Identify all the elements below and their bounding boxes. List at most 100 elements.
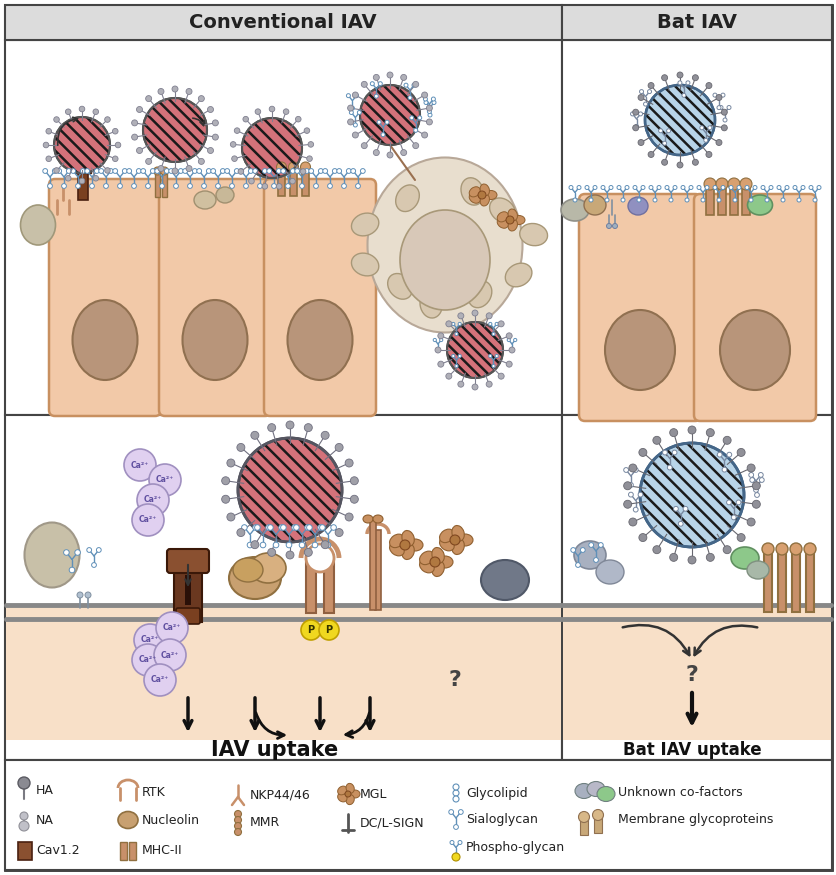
Text: IAV uptake: IAV uptake — [212, 740, 339, 760]
Circle shape — [196, 169, 201, 173]
Circle shape — [628, 518, 636, 526]
Circle shape — [276, 162, 286, 172]
Circle shape — [43, 169, 48, 173]
Circle shape — [20, 812, 28, 820]
Bar — [763, 550, 771, 612]
Circle shape — [230, 142, 236, 147]
Circle shape — [178, 169, 183, 173]
Circle shape — [131, 184, 136, 188]
Circle shape — [435, 347, 441, 353]
Circle shape — [232, 156, 237, 162]
Text: MMR: MMR — [250, 816, 280, 829]
Ellipse shape — [367, 158, 522, 332]
Circle shape — [248, 169, 253, 173]
Ellipse shape — [345, 794, 354, 805]
Circle shape — [263, 169, 267, 173]
Circle shape — [321, 541, 329, 549]
Circle shape — [150, 169, 155, 173]
Circle shape — [65, 109, 71, 115]
Circle shape — [99, 169, 104, 173]
Ellipse shape — [519, 223, 547, 246]
Circle shape — [628, 483, 633, 487]
Circle shape — [652, 437, 660, 444]
Circle shape — [234, 822, 242, 830]
Circle shape — [93, 176, 99, 181]
Circle shape — [269, 106, 274, 112]
Circle shape — [588, 542, 593, 548]
Circle shape — [234, 816, 242, 823]
Circle shape — [727, 178, 739, 190]
Text: Ca²⁺: Ca²⁺ — [161, 650, 179, 660]
Bar — [375, 530, 380, 610]
Circle shape — [46, 156, 52, 162]
Bar — [370, 520, 375, 610]
Circle shape — [155, 169, 160, 173]
Circle shape — [227, 459, 235, 467]
Circle shape — [182, 169, 187, 173]
Circle shape — [248, 178, 254, 184]
Circle shape — [18, 777, 30, 789]
Circle shape — [737, 186, 740, 190]
Circle shape — [252, 169, 257, 173]
Circle shape — [691, 159, 697, 165]
Circle shape — [412, 81, 418, 88]
Circle shape — [71, 169, 75, 173]
Circle shape — [712, 93, 716, 97]
Circle shape — [104, 184, 109, 188]
Circle shape — [448, 809, 453, 815]
Circle shape — [637, 94, 643, 101]
Circle shape — [410, 116, 413, 120]
Circle shape — [637, 493, 642, 497]
Circle shape — [77, 592, 83, 598]
Circle shape — [237, 438, 342, 542]
Circle shape — [666, 466, 671, 470]
Bar — [18, 842, 32, 860]
Circle shape — [592, 186, 596, 190]
Circle shape — [816, 186, 820, 190]
Circle shape — [699, 126, 703, 130]
Circle shape — [507, 339, 510, 341]
Circle shape — [437, 332, 443, 339]
Circle shape — [94, 169, 99, 173]
Circle shape — [62, 184, 66, 188]
Circle shape — [450, 841, 453, 844]
Ellipse shape — [182, 300, 247, 380]
Text: Ca²⁺: Ca²⁺ — [144, 495, 162, 505]
Ellipse shape — [469, 193, 480, 203]
Ellipse shape — [586, 781, 604, 796]
Circle shape — [662, 141, 665, 145]
Circle shape — [744, 186, 748, 190]
Ellipse shape — [229, 557, 281, 599]
Circle shape — [715, 178, 727, 190]
Circle shape — [632, 125, 638, 131]
Circle shape — [145, 158, 151, 164]
Circle shape — [289, 178, 295, 184]
Circle shape — [780, 198, 784, 202]
Circle shape — [285, 184, 290, 188]
Circle shape — [716, 106, 720, 109]
Circle shape — [126, 169, 131, 173]
Circle shape — [84, 169, 89, 173]
Circle shape — [198, 158, 204, 164]
Circle shape — [609, 186, 612, 190]
Bar — [306, 555, 316, 613]
Ellipse shape — [507, 220, 517, 231]
Circle shape — [431, 101, 436, 104]
Ellipse shape — [489, 198, 515, 222]
Circle shape — [314, 184, 318, 188]
Circle shape — [145, 95, 151, 102]
Circle shape — [722, 546, 731, 554]
Circle shape — [486, 313, 492, 318]
Ellipse shape — [232, 558, 263, 582]
Circle shape — [171, 168, 178, 174]
Circle shape — [600, 186, 604, 190]
Circle shape — [206, 169, 211, 173]
Circle shape — [632, 109, 638, 116]
Circle shape — [96, 548, 101, 552]
Ellipse shape — [395, 185, 419, 212]
Circle shape — [334, 528, 343, 536]
Circle shape — [486, 382, 492, 387]
Circle shape — [113, 169, 118, 173]
Text: Ca²⁺: Ca²⁺ — [130, 460, 149, 470]
Circle shape — [344, 791, 350, 797]
